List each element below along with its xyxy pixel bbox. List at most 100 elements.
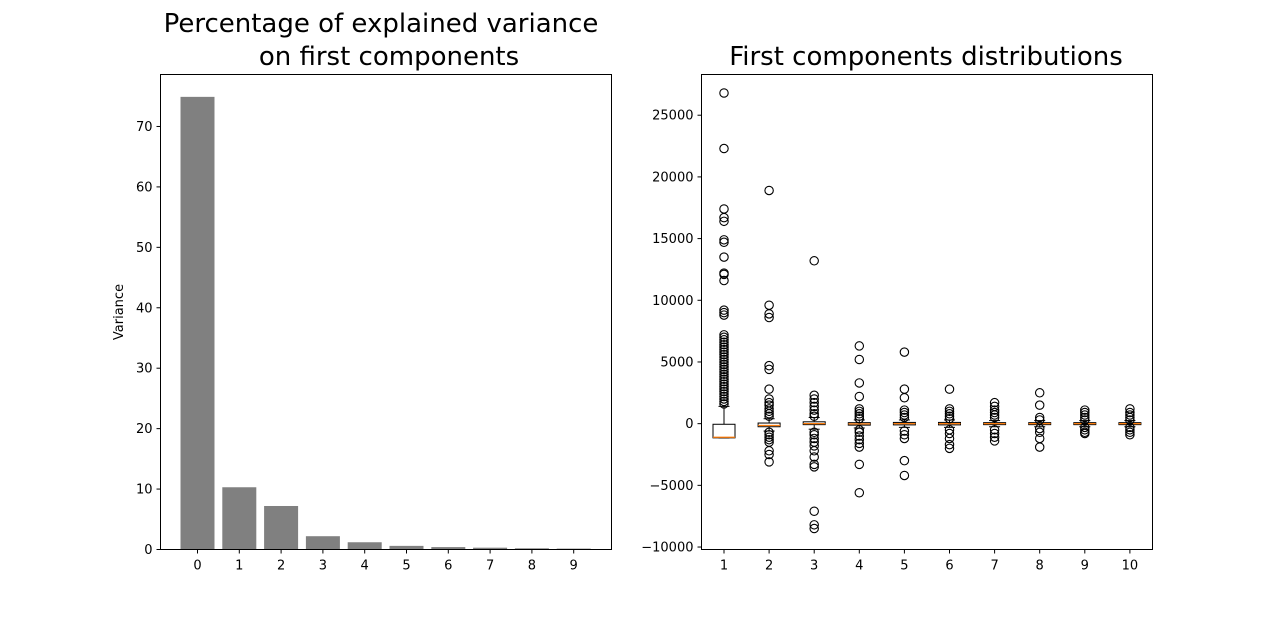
outlier-point — [719, 310, 729, 320]
x-tick-label: 9 — [1081, 559, 1089, 574]
outlier-point — [719, 330, 729, 340]
outlier-point — [719, 235, 729, 245]
outlier-point — [1034, 388, 1045, 398]
outlier-point — [809, 256, 819, 266]
bar-chart-y-ticks: 0 10 20 30 40 50 60 70 — [136, 120, 161, 558]
outlier-point — [989, 397, 1000, 408]
outlier-point — [719, 344, 729, 355]
bar — [180, 96, 215, 550]
outlier-point — [854, 434, 865, 445]
outlier-point — [719, 342, 729, 352]
outlier-point — [809, 397, 819, 408]
y-tick-label: 20000 — [652, 170, 693, 185]
y-tick-label: −5000 — [650, 479, 694, 494]
outlier-point — [719, 237, 729, 248]
outlier-point — [719, 396, 729, 407]
outlier-point — [854, 431, 865, 441]
y-tick-label: 0 — [685, 417, 693, 432]
outlier-point — [1125, 425, 1135, 435]
x-tick-label: 1 — [720, 559, 728, 574]
outlier-point — [1125, 427, 1135, 438]
outlier-point — [1125, 422, 1135, 433]
outlier-point — [854, 427, 865, 438]
bar — [473, 547, 508, 550]
outlier-point — [1080, 415, 1090, 425]
outlier-point — [854, 404, 865, 414]
outlier-point — [719, 364, 729, 375]
outlier-point — [719, 369, 729, 380]
outlier-point — [854, 425, 865, 435]
outlier-point — [854, 442, 865, 452]
outlier-point — [1125, 410, 1135, 420]
outlier-point — [1080, 422, 1090, 433]
outlier-point — [719, 212, 729, 223]
outlier-point — [719, 372, 729, 382]
outlier-point — [809, 433, 819, 444]
outlier-point — [944, 433, 955, 444]
outlier-point — [764, 394, 774, 404]
outlier-point — [989, 412, 1000, 423]
outlier-point — [854, 354, 865, 365]
outlier-point — [764, 309, 774, 319]
bar-chart-plot-frame — [160, 74, 612, 550]
outlier-point — [764, 409, 774, 419]
outlier-point — [719, 384, 729, 394]
outlier-point — [1080, 410, 1090, 420]
bar-chart-title-line-1: Percentage of explained variance — [164, 9, 599, 39]
outlier-point — [1034, 400, 1045, 410]
bar-chart-x-ticks: 0 1 2 3 4 5 6 7 8 9 — [193, 549, 578, 574]
boxplot-plot-frame — [701, 74, 1153, 550]
outlier-point — [719, 391, 729, 402]
x-tick-label: 2 — [765, 559, 773, 574]
outlier-point — [1080, 407, 1090, 418]
outlier-point — [764, 446, 774, 456]
outlier-point — [899, 410, 910, 420]
outlier-point — [719, 374, 729, 384]
bar — [347, 542, 382, 550]
outlier-point — [989, 436, 1000, 446]
outlier-point — [719, 88, 729, 98]
component-boxplot-chart: First components distributions −10000 −50… — [641, 42, 1153, 574]
outlier-point — [989, 405, 1000, 415]
outlier-point — [989, 407, 1000, 418]
outlier-point — [719, 337, 729, 347]
outlier-point — [809, 409, 819, 419]
outlier-point — [854, 406, 865, 417]
outlier-point — [989, 425, 1000, 435]
outlier-point — [809, 506, 819, 517]
outlier-point — [899, 470, 910, 481]
x-tick-label: 5 — [900, 559, 908, 574]
y-tick-label: 0 — [144, 543, 152, 558]
bar — [389, 545, 424, 550]
outlier-point — [1034, 423, 1045, 434]
y-tick-label: 70 — [136, 120, 153, 135]
outlier-point — [809, 520, 819, 530]
outlier-point — [719, 339, 729, 350]
outlier-point — [854, 413, 865, 424]
outlier-point — [1080, 428, 1090, 439]
outlier-point — [719, 269, 729, 280]
outlier-point — [809, 462, 819, 472]
x-tick-label: 10 — [1122, 559, 1139, 574]
outlier-point — [1125, 415, 1135, 425]
boxplot-x-ticks: 1 2 3 4 5 6 7 8 9 10 — [720, 549, 1139, 574]
x-tick-label: 7 — [990, 559, 998, 574]
outlier-point — [944, 384, 955, 394]
outlier-point — [854, 438, 865, 449]
outlier-point — [809, 441, 819, 451]
outlier-point — [719, 362, 729, 372]
y-tick-label: 20 — [136, 422, 153, 437]
outlier-point — [719, 379, 729, 389]
outlier-point — [809, 390, 819, 401]
x-tick-label: 0 — [193, 559, 201, 574]
outlier-point — [764, 411, 774, 422]
outlier-point — [854, 459, 865, 470]
outlier-point — [764, 312, 774, 323]
y-tick-label: 40 — [136, 301, 153, 316]
box — [712, 423, 736, 439]
outlier-point — [719, 347, 729, 357]
outlier-point — [899, 430, 910, 440]
outlier-point — [989, 432, 1000, 442]
bar-series — [180, 96, 591, 550]
